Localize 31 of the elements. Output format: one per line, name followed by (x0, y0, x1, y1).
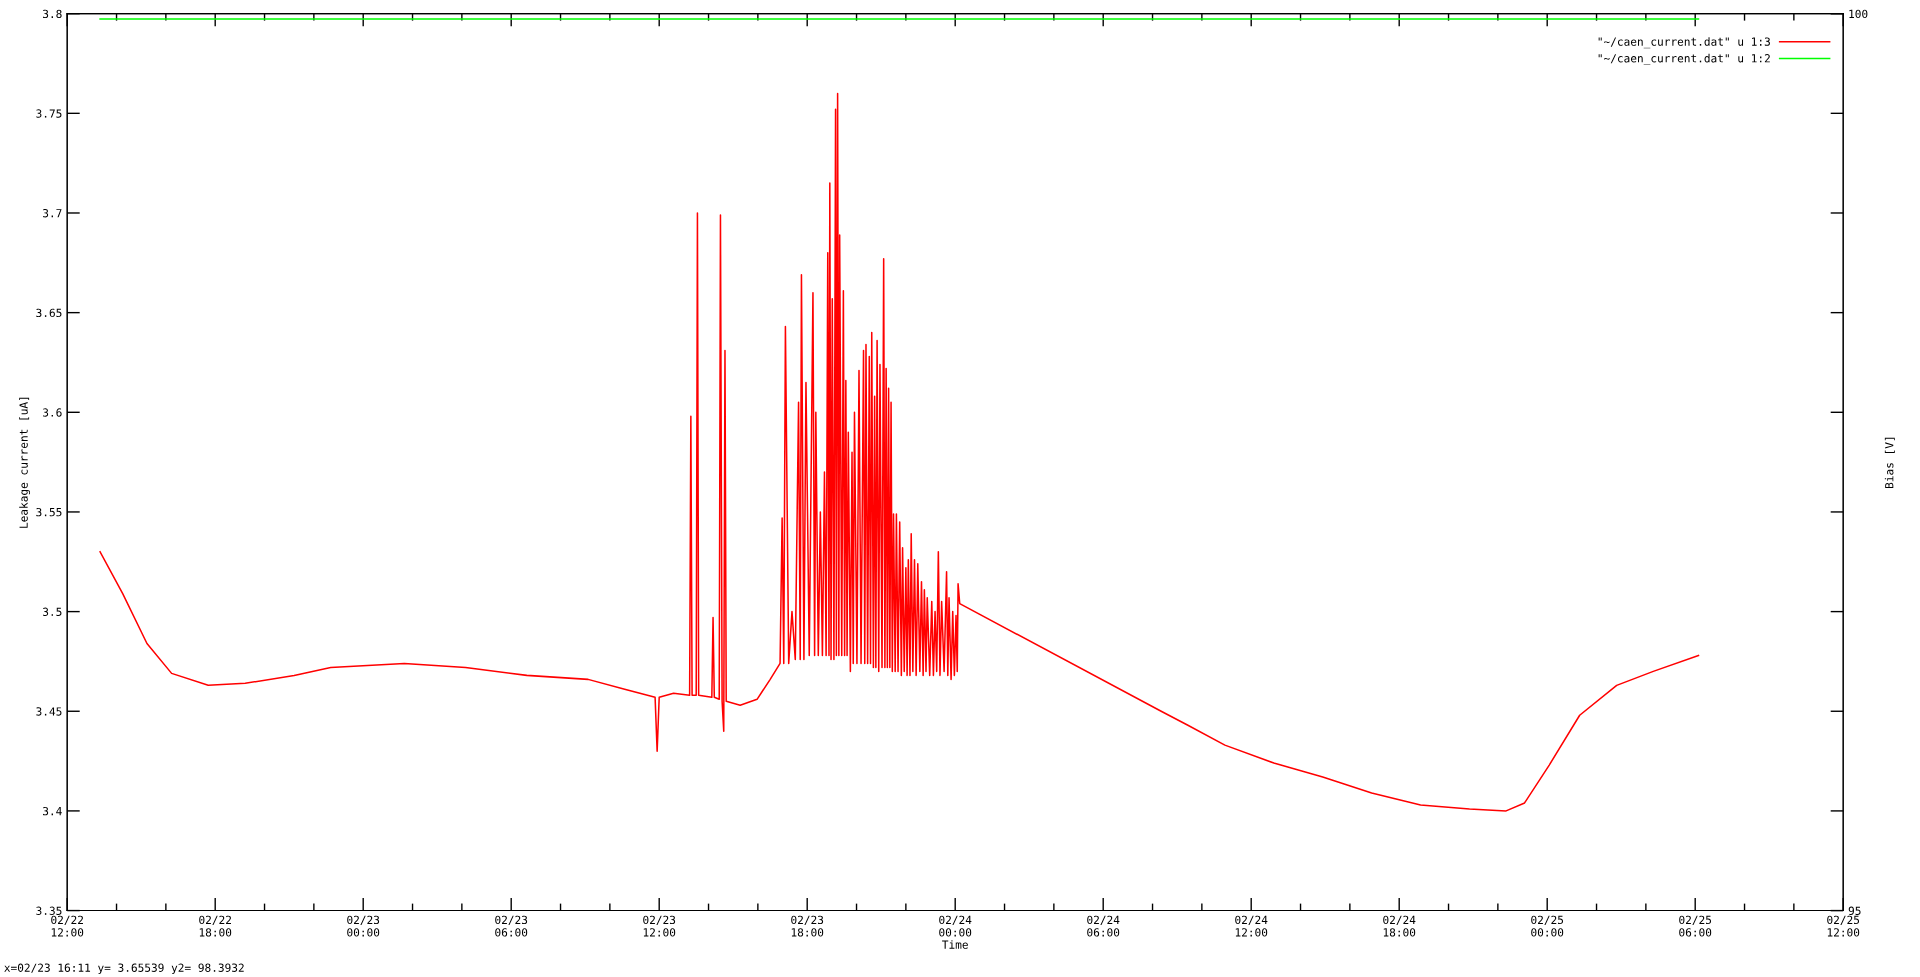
y-tick-label: 3.7 (43, 208, 62, 218)
legend-label: "~/caen_current.dat" u 1:2 (1598, 53, 1770, 65)
x-tick-label: 02/22 12:00 (51, 915, 84, 937)
y-tick-label: 3.5 (43, 607, 62, 617)
y-tick-label: 3.4 (43, 806, 62, 816)
y-tick-label: 3.8 (43, 9, 62, 19)
x-tick-label: 02/24 06:00 (1087, 915, 1120, 937)
y-tick-label: 3.55 (36, 507, 62, 517)
y-tick-label: 3.6 (43, 408, 62, 417)
x-tick-label: 02/24 00:00 (939, 915, 972, 937)
y2-axis-title: Bias [V] (1884, 437, 1895, 488)
y-axis-title: Leakage current [uA] (19, 397, 31, 528)
x-tick-label: 02/22 18:00 (199, 915, 232, 937)
legend-label: "~/caen_current.dat" u 1:3 (1598, 37, 1770, 49)
y-tick-label: 3.45 (36, 707, 62, 716)
y2-tick-label: 95 (1848, 906, 1861, 915)
x-tick-label: 02/25 12:00 (1827, 915, 1860, 937)
x-tick-label: 02/24 12:00 (1235, 915, 1268, 937)
y-tick-label: 3.35 (36, 906, 62, 915)
text: x=02/23 16:11 y= 3.65539 y2= 98.3932 (4, 963, 244, 975)
x-tick-label: 02/24 18:00 (1383, 915, 1416, 937)
x-tick-label: 02/23 00:00 (347, 915, 380, 937)
y2-tick-label: 100 (1849, 9, 1868, 19)
y-tick-label: 3.65 (36, 308, 62, 318)
x-tick-label: 02/23 06:00 (495, 915, 528, 937)
x-axis-title: Time (942, 940, 968, 949)
x-tick-label: 02/25 00:00 (1531, 915, 1564, 937)
x-tick-label: 02/25 06:00 (1679, 915, 1712, 937)
x-tick-label: 02/23 12:00 (643, 915, 676, 937)
y-tick-label: 3.75 (36, 109, 62, 118)
x-tick-label: 02/23 18:00 (791, 915, 824, 937)
